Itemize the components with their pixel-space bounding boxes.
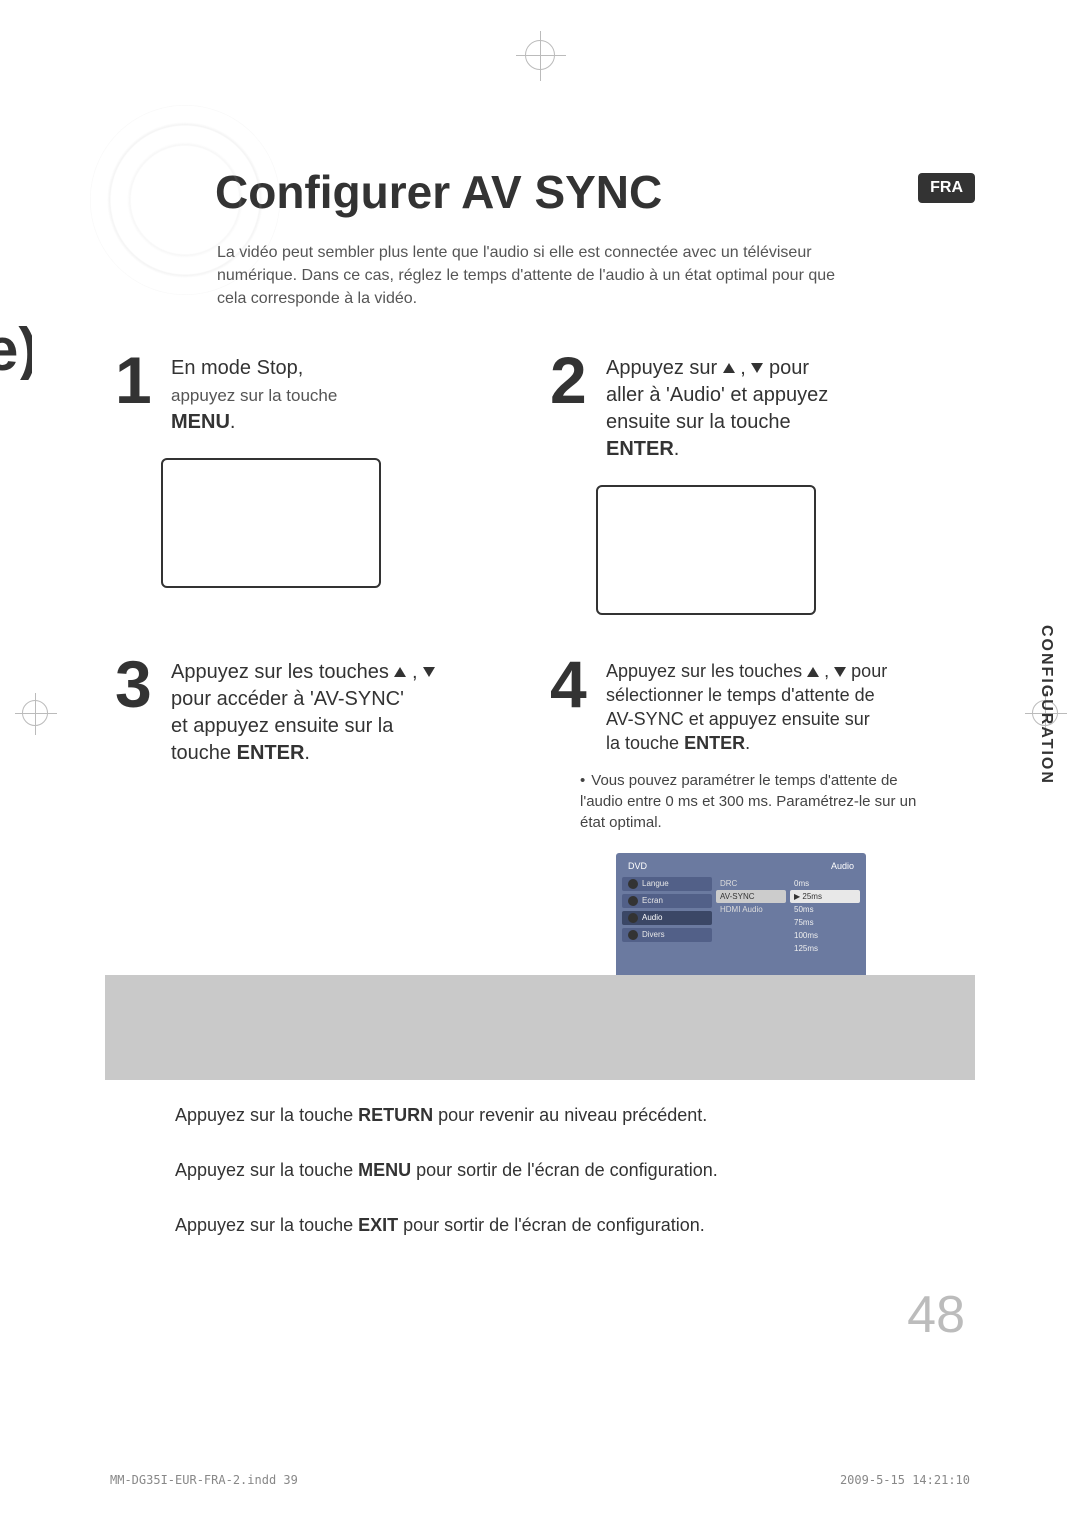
osd-topbar-left: DVD [628, 861, 647, 871]
step-3-text: Appuyez sur les touches , pour accéder à… [171, 655, 435, 767]
decorative-swirl [90, 105, 280, 295]
step-2-line3: ensuite sur la touche [606, 411, 791, 433]
footer-line-text: Appuyez sur la touche [175, 1215, 358, 1235]
osd-left-label: Ecran [642, 896, 663, 905]
step-1-text: En mode Stop, appuyez sur la touche MENU… [171, 351, 337, 436]
intro-paragraph: La vidéo peut sembler plus lente que l'a… [217, 241, 857, 311]
osd-left-icon [628, 896, 638, 906]
step-2-text: Appuyez sur , pour aller à 'Audio' et ap… [606, 351, 828, 463]
arrow-down-icon [423, 667, 435, 677]
step-2-screenshot-placeholder [596, 485, 816, 615]
footer-line-menu: Appuyez sur la touche MENU pour sortir d… [175, 1160, 975, 1181]
footer-line-text: pour sortir de l'écran de configuration. [411, 1160, 718, 1180]
page-content: FRA Configurer AV SYNC La vidéo peut sem… [105, 95, 975, 1437]
osd-left-icon [628, 913, 638, 923]
osd-topbar-right: Audio [831, 861, 854, 871]
osd-left-item-active: Audio [622, 911, 712, 925]
page-title: Configurer AV SYNC [215, 165, 975, 219]
footer-line-text: pour revenir au niveau précédent. [433, 1105, 707, 1125]
step-4-number: 4 [550, 655, 594, 714]
osd-mid-item: HDMI Audio [716, 903, 786, 916]
step-4-line3: AV-SYNC et appuyez ensuite sur [606, 709, 870, 729]
step-4-line1: Appuyez sur les touches [606, 661, 802, 681]
osd-right-sel-label: 25ms [802, 892, 822, 901]
footer-line-text: Appuyez sur la touche [175, 1160, 358, 1180]
osd-left-label: Divers [642, 930, 665, 939]
step-4: 4 Appuyez sur les touches , pour sélecti… [540, 645, 975, 1023]
step-3-line2: pour accéder à 'AV-SYNC' [171, 688, 404, 710]
arrow-up-icon [394, 667, 406, 677]
step-1-screenshot-placeholder [161, 458, 381, 588]
arrow-up-icon [807, 667, 819, 677]
footer-line-exit: Appuyez sur la touche EXIT pour sortir d… [175, 1215, 975, 1236]
osd-right-item-selected: ▶ 25ms [790, 890, 860, 903]
osd-right-item: 125ms [790, 942, 860, 955]
osd-right-sel-prefix: ▶ [794, 892, 800, 901]
step-2-line1a: Appuyez sur [606, 357, 717, 379]
step-2: 2 Appuyez sur , pour aller à 'Audio' et … [540, 341, 975, 645]
osd-left-icon [628, 930, 638, 940]
footer-line-key: RETURN [358, 1105, 433, 1125]
footer-line-key: MENU [358, 1160, 411, 1180]
footer-line-text: Appuyez sur la touche [175, 1105, 358, 1125]
language-badge: FRA [918, 173, 975, 203]
step-3-line3: et appuyez ensuite sur la [171, 715, 393, 737]
osd-left-label: Audio [642, 913, 662, 922]
step-2-enter: ENTER [606, 438, 674, 460]
osd-right-item: 100ms [790, 929, 860, 942]
osd-left-item: Divers [622, 928, 712, 942]
arrow-up-icon [723, 363, 735, 373]
osd-mid-item: DRC [716, 877, 786, 890]
step-2-line2: aller à 'Audio' et appuyez [606, 384, 828, 406]
step-1-line2: appuyez sur la touche [171, 386, 337, 405]
page-number: 48 [907, 1285, 965, 1345]
crop-mark-top [525, 40, 555, 70]
osd-left-item: Langue [622, 877, 712, 891]
step-4-line4a: la touche [606, 733, 679, 753]
osd-screenshot: DVD Audio Langue Ecran Audio Divers DRC … [616, 853, 866, 993]
osd-mid-item-highlight: AV-SYNC [716, 890, 786, 903]
step-3-line4a: touche [171, 742, 231, 764]
step-4-line2: sélectionner le temps d'attente de [606, 685, 875, 705]
step-3: 3 Appuyez sur les touches , pour accéder… [105, 645, 540, 1023]
section-tab-label: CONFIGURATION [1037, 625, 1055, 785]
osd-right-item: 50ms [790, 903, 860, 916]
print-footer-right: 2009-5-15 14:21:10 [840, 1473, 970, 1487]
crop-mark-left [22, 700, 48, 726]
step-1-line1: En mode Stop, [171, 357, 303, 379]
osd-mid-column: DRC AV-SYNC HDMI Audio [716, 877, 786, 955]
osd-left-label: Langue [642, 879, 669, 888]
step-3-line1: Appuyez sur les touches [171, 661, 389, 683]
osd-left-column: Langue Ecran Audio Divers [622, 877, 712, 955]
osd-right-item: 0ms [790, 877, 860, 890]
arrow-down-icon [834, 667, 846, 677]
step-1-menu: MENU [171, 411, 230, 433]
print-footer-left: MM-DG35I-EUR-FRA-2.indd 39 [110, 1473, 298, 1487]
osd-right-item: 75ms [790, 916, 860, 929]
footer-instructions: Appuyez sur la touche RETURN pour reveni… [105, 1105, 975, 1270]
footer-line-key: EXIT [358, 1215, 398, 1235]
footer-line-text: pour sortir de l'écran de configuration. [398, 1215, 705, 1235]
footer-line-return: Appuyez sur la touche RETURN pour reveni… [175, 1105, 975, 1126]
steps-grid: 1 En mode Stop, appuyez sur la touche ME… [105, 341, 975, 1023]
osd-left-icon [628, 879, 638, 889]
step-4-text: Appuyez sur les touches , pour sélection… [606, 655, 887, 756]
step-4-note: Vous pouvez paramétrer le temps d'attent… [580, 770, 940, 833]
step-2-number: 2 [550, 351, 594, 410]
step-4-enter: ENTER [684, 733, 745, 753]
step-1: 1 En mode Stop, appuyez sur la touche ME… [105, 341, 540, 645]
step-4-line1b: pour [851, 661, 887, 681]
osd-left-item: Ecran [622, 894, 712, 908]
step-2-line1b: pour [769, 357, 809, 379]
cut-off-glyph: e) [0, 320, 32, 380]
step-3-number: 3 [115, 655, 159, 714]
arrow-down-icon [751, 363, 763, 373]
step-1-number: 1 [115, 351, 159, 410]
step-3-enter: ENTER [237, 742, 305, 764]
gray-separator-band [105, 975, 975, 1080]
osd-right-column: 0ms ▶ 25ms 50ms 75ms 100ms 125ms [790, 877, 860, 955]
